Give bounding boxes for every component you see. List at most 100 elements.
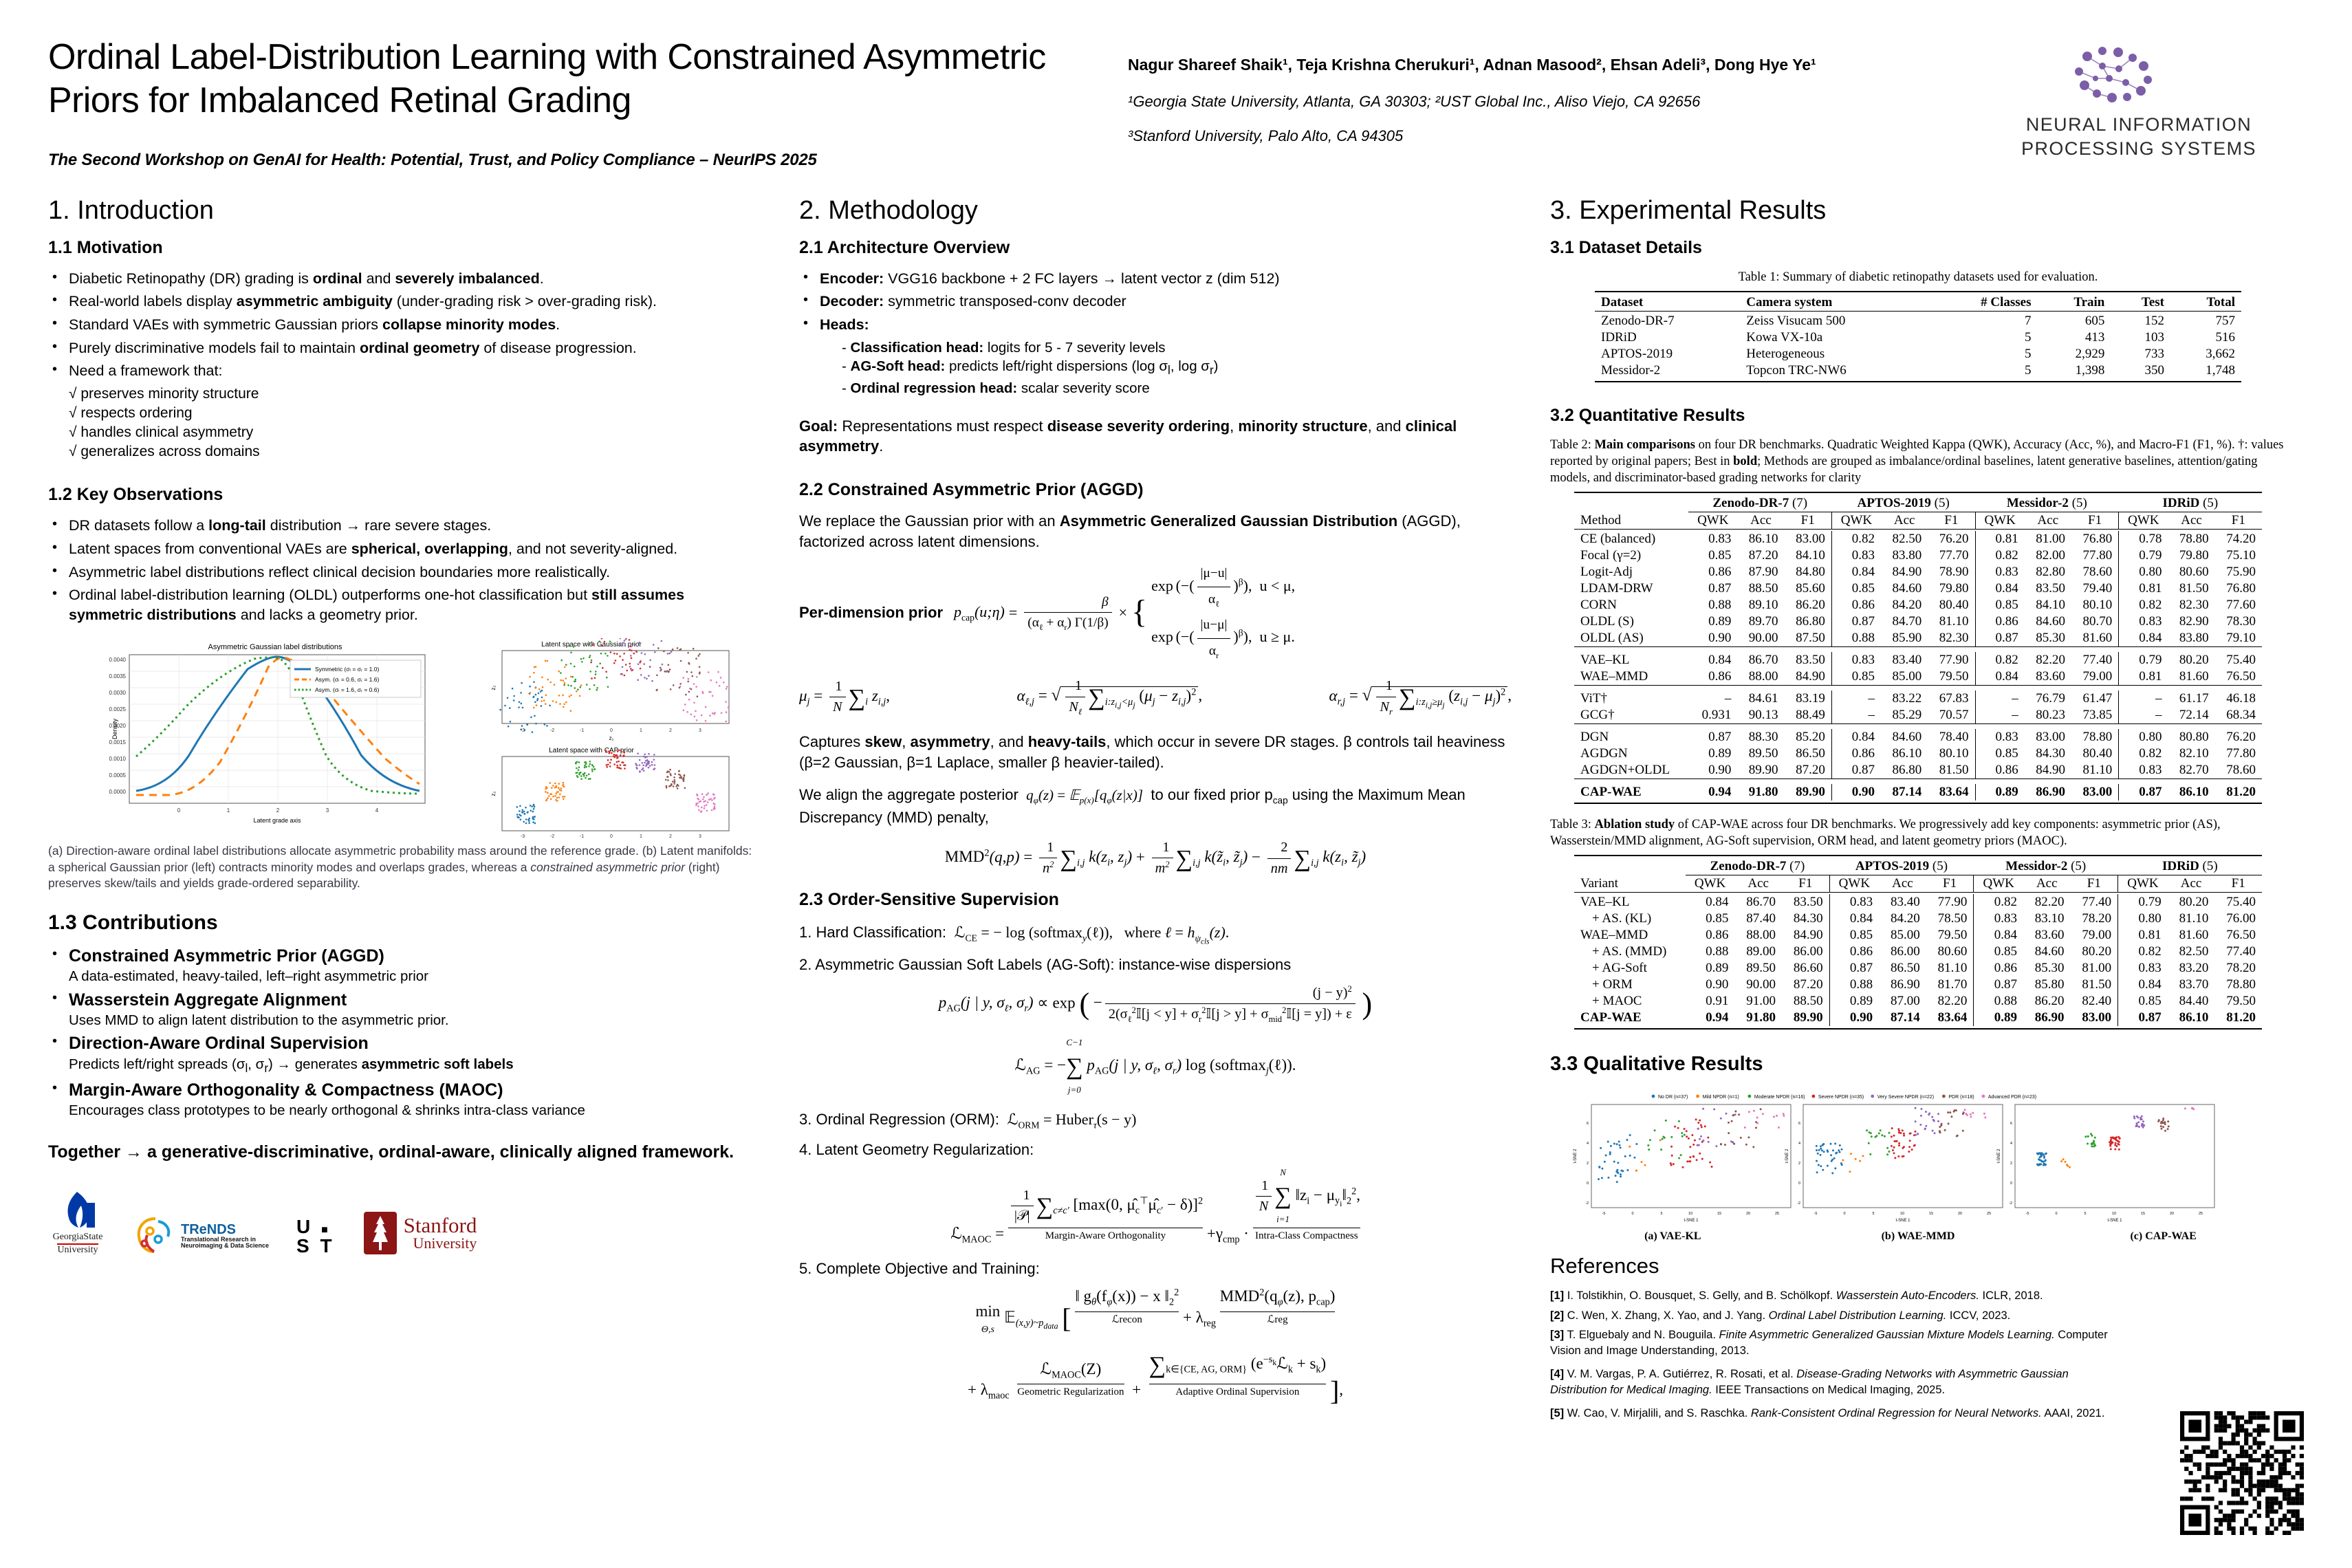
- table-dataset-summary: Dataset Camera system # Classes Train Test To…: [1595, 290, 2241, 382]
- brace-label-compactness: Intra-Class Compactness: [1255, 1230, 1358, 1242]
- svg-text:0.0030: 0.0030: [109, 690, 127, 696]
- trends-sub-1: Translational Research in: [181, 1235, 257, 1243]
- table1-wrapper: Table 1: Summary of diabetic retinopathy…: [1550, 269, 2286, 382]
- panel-caption: (b) WAE-MMD: [1881, 1230, 1955, 1243]
- table-cell: Kowa VX-10a: [1746, 329, 1823, 345]
- table-cell: 0.82: [1974, 547, 2025, 565]
- table-cell: 86.00: [1890, 944, 1920, 959]
- svg-text:z₂: z₂: [490, 792, 497, 796]
- table-cell: 89.70: [1748, 614, 1778, 629]
- table-cell: 84.30: [2036, 746, 2065, 761]
- legend-label: Advanced PDR (n=23): [1988, 1095, 2036, 1100]
- figure-latent-distributions: Asymmetric Gaussian label distributions …: [48, 628, 761, 839]
- svg-text:6: 6: [2010, 1122, 2012, 1126]
- neurips-logo: NEURAL INFORMATION PROCESSING SYSTEMS: [1974, 28, 2304, 160]
- fig-b-title-top: Latent space with Gaussian prior: [541, 641, 642, 649]
- table-cell: 77.70: [1939, 548, 1969, 563]
- table-cell: ViT†: [1580, 691, 1607, 706]
- neurips-dots-icon: [2075, 47, 2152, 102]
- table-cell: 78.40: [1939, 730, 1969, 745]
- table-row: + AS. (KL) 0.85 87.40 84.30 0.84 84.20 78.50 0.…: [1574, 911, 2262, 928]
- table-cell: 0.87: [1974, 630, 2025, 647]
- table-cell: 78.90: [1939, 565, 1969, 580]
- table-cell: 90.13: [1748, 708, 1778, 723]
- svg-text:5: 5: [1660, 1212, 1662, 1216]
- table-cell: 0.88: [1708, 598, 1732, 613]
- table-cell: 84.10: [1796, 548, 1825, 563]
- svg-text:25: 25: [2199, 1212, 2203, 1216]
- table-cell: 0.931: [1701, 708, 1732, 723]
- table-cell: 0.87: [1708, 581, 1732, 596]
- tsne-svg: No DR (n=37) Mild NPDR (n=1) Moderate NPDR…: [1574, 1094, 2215, 1223]
- table-cell: 413: [2084, 329, 2105, 345]
- svg-text:2: 2: [276, 807, 280, 814]
- table-cell: 0.83: [1708, 532, 1732, 547]
- table-cell: 757: [2215, 313, 2236, 328]
- table-cell: 81.10: [1939, 614, 1969, 629]
- table-cell: 84.90: [1793, 928, 1823, 943]
- references-list: [1] I. Tolstikhin, O. Bousquet, S. Gelly…: [1550, 1288, 2114, 1422]
- table-cell: 85.90: [1892, 631, 1922, 646]
- table-row: WAE–MMD 0.86 88.00 84.90 0.85 85.00 79.50 0.84 8…: [1574, 927, 2262, 944]
- gsu-logo: GeorgiaState University: [48, 1190, 107, 1255]
- table-group-header: Zenodo-DR-7 (7): [1688, 495, 1832, 513]
- table-cell: 87.20: [1796, 763, 1825, 778]
- table-cell: 86.00: [1793, 944, 1823, 959]
- table-cell: 0.83: [1831, 547, 1882, 565]
- table-cell: 0.87: [1708, 730, 1732, 745]
- institution-logos: GeorgiaState University TReNDS: [48, 1180, 761, 1256]
- table-cell: 84.60: [2036, 614, 2065, 629]
- table-cell: 85.60: [1796, 581, 1825, 596]
- table-cell: 0.85: [1831, 580, 1882, 598]
- checklist-item: √ respects ordering: [69, 404, 193, 421]
- table-row: Messidor-2 Topcon TRC-NW6 5 1,398 350 1,748: [1595, 362, 2241, 379]
- table-cell: 86.50: [1796, 746, 1825, 761]
- table-header-cell: QWK: [1974, 512, 2025, 530]
- table-cell: 76.20: [2226, 730, 2256, 745]
- table-cell: 86.10: [1748, 532, 1778, 547]
- qr-code[interactable]: [2180, 1411, 2304, 1535]
- svg-text:10: 10: [1688, 1212, 1692, 1216]
- table-cell: 0.81: [2118, 668, 2168, 686]
- table-cell: + AG-Soft: [1592, 961, 1647, 976]
- table-header-cell: F1: [2231, 513, 2245, 528]
- table-header-row: Variant QWK Acc F1 QWK Acc F1 QWK Acc F1 QWK Acc F1: [1574, 875, 2262, 893]
- checklist-item: √ preserves minority structure: [69, 385, 259, 402]
- table-cell: 61.17: [2179, 691, 2209, 706]
- fig-a-legend-1: Asym. (σₗ = 0.6, σᵣ = 1.6): [315, 676, 379, 683]
- table-header-cell: Acc: [2181, 513, 2202, 528]
- svg-text:5: 5: [2084, 1212, 2086, 1216]
- svg-text:20: 20: [1746, 1212, 1750, 1216]
- table-cell: 88.50: [1748, 581, 1778, 596]
- svg-text:6: 6: [1587, 1122, 1589, 1126]
- svg-text:0: 0: [610, 728, 613, 733]
- table-header-cell: Acc: [2037, 513, 2059, 528]
- table-cell: –: [1831, 707, 1882, 724]
- table-cell: 81.50: [1939, 763, 1969, 778]
- neurips-wordmark: NEURAL INFORMATION PROCESSING SYSTEMS: [2021, 113, 2256, 160]
- trends-brain-icon: [137, 1217, 171, 1253]
- table-row: CAP-WAE 0.94 91.80 89.90 0.90 87.14 83.64 0.89 8…: [1574, 784, 2262, 801]
- table-header-cell: QWK: [1697, 513, 1729, 528]
- table-cell: 84.90: [1892, 565, 1922, 580]
- table-cell: 83.80: [1892, 548, 1922, 563]
- list-item: Standard VAEs with symmetric Gaussian pr…: [48, 314, 761, 335]
- references-heading: References: [1550, 1254, 1659, 1278]
- table-cell: 0.82: [2118, 745, 2168, 763]
- table-cell: 81.10: [1937, 961, 1968, 976]
- prior-intro-text: We replace the Gaussian prior with an As…: [799, 512, 1461, 550]
- list-item: Margin-Aware Orthogonality & Compactness…: [48, 1079, 761, 1120]
- column-introduction: 1. Introduction 1.1 Motivation Diabetic …: [48, 196, 761, 1425]
- table-cell: IDRiD: [1601, 329, 1637, 345]
- table-cell: Logit-Adj: [1580, 565, 1633, 580]
- table-row: + ORM 0.90 90.00 87.20 0.88 86.90 81.70 0.87 85.…: [1574, 977, 2262, 994]
- table-header-cell: QWK: [1694, 876, 1726, 891]
- table-header-cell: Train: [2073, 294, 2105, 309]
- table-group-header: Messidor-2 (5): [1973, 858, 2118, 876]
- list-item: Decoder: symmetric transposed-conv decod…: [799, 291, 1512, 312]
- table-row: Zenodo-DR-7 Zeiss Visucam 500 7 605 152 757: [1595, 313, 2241, 329]
- table-cell: 78.80: [2179, 532, 2209, 547]
- table-header-cell: QWK: [1831, 512, 1882, 530]
- table-cell: 76.50: [2226, 928, 2256, 943]
- table-cell: 152: [2144, 313, 2164, 328]
